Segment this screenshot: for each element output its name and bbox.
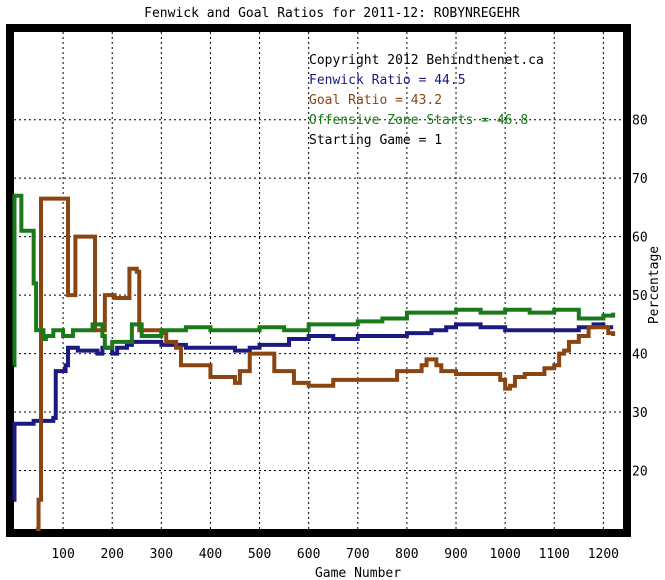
- x-tick-label: 1000: [489, 547, 520, 562]
- x-tick-label: 600: [297, 547, 320, 562]
- x-tick-labels: 100 200 300 400 500 600 700 800 900 1000 1100 1200: [51, 547, 619, 562]
- y-tick-label: 50: [632, 289, 648, 304]
- series-layer: [12, 193, 616, 531]
- x-tick-label: 1200: [588, 547, 619, 562]
- annotation-0: Copyright 2012 Behindthenet.ca: [309, 53, 544, 68]
- y-tick-label: 40: [632, 348, 648, 363]
- x-tick-label: 500: [248, 547, 271, 562]
- x-tick-label: 200: [100, 547, 123, 562]
- annotation-1: Fenwick Ratio = 44.5: [309, 73, 466, 88]
- x-tick-label: 300: [150, 547, 173, 562]
- y-tick-label: 30: [632, 406, 648, 421]
- y-tick-label: 20: [632, 465, 648, 480]
- x-tick-label: 800: [395, 547, 418, 562]
- x-tick-label: 1100: [539, 547, 570, 562]
- x-tick-label: 400: [199, 547, 222, 562]
- annotation-2: Goal Ratio = 43.2: [309, 93, 442, 108]
- x-axis-label: Game Number: [315, 566, 401, 580]
- annotation-3: Offensive Zone Starts = 46.8: [309, 113, 528, 128]
- plot-frame: [6, 24, 631, 537]
- x-tick-label: 100: [51, 547, 74, 562]
- x-tick-label: 900: [444, 547, 467, 562]
- series-line-1: [36, 196, 616, 531]
- annotation-4: Starting Game = 1: [309, 133, 442, 148]
- y-tick-label: 70: [632, 172, 648, 187]
- x-tick-label: 700: [346, 547, 369, 562]
- legend-annotations: Copyright 2012 Behindthenet.ca Fenwick Ra…: [309, 53, 544, 148]
- series-line-2: [12, 193, 616, 368]
- series-line-0: [12, 322, 614, 502]
- y-axis-label: Percentage: [647, 246, 662, 324]
- y-tick-label: 80: [632, 114, 648, 129]
- y-tick-labels: 20 30 40 50 60 70 80: [632, 114, 648, 480]
- chart-title: Fenwick and Goal Ratios for 2011-12: ROB…: [144, 6, 520, 21]
- y-tick-label: 60: [632, 231, 648, 246]
